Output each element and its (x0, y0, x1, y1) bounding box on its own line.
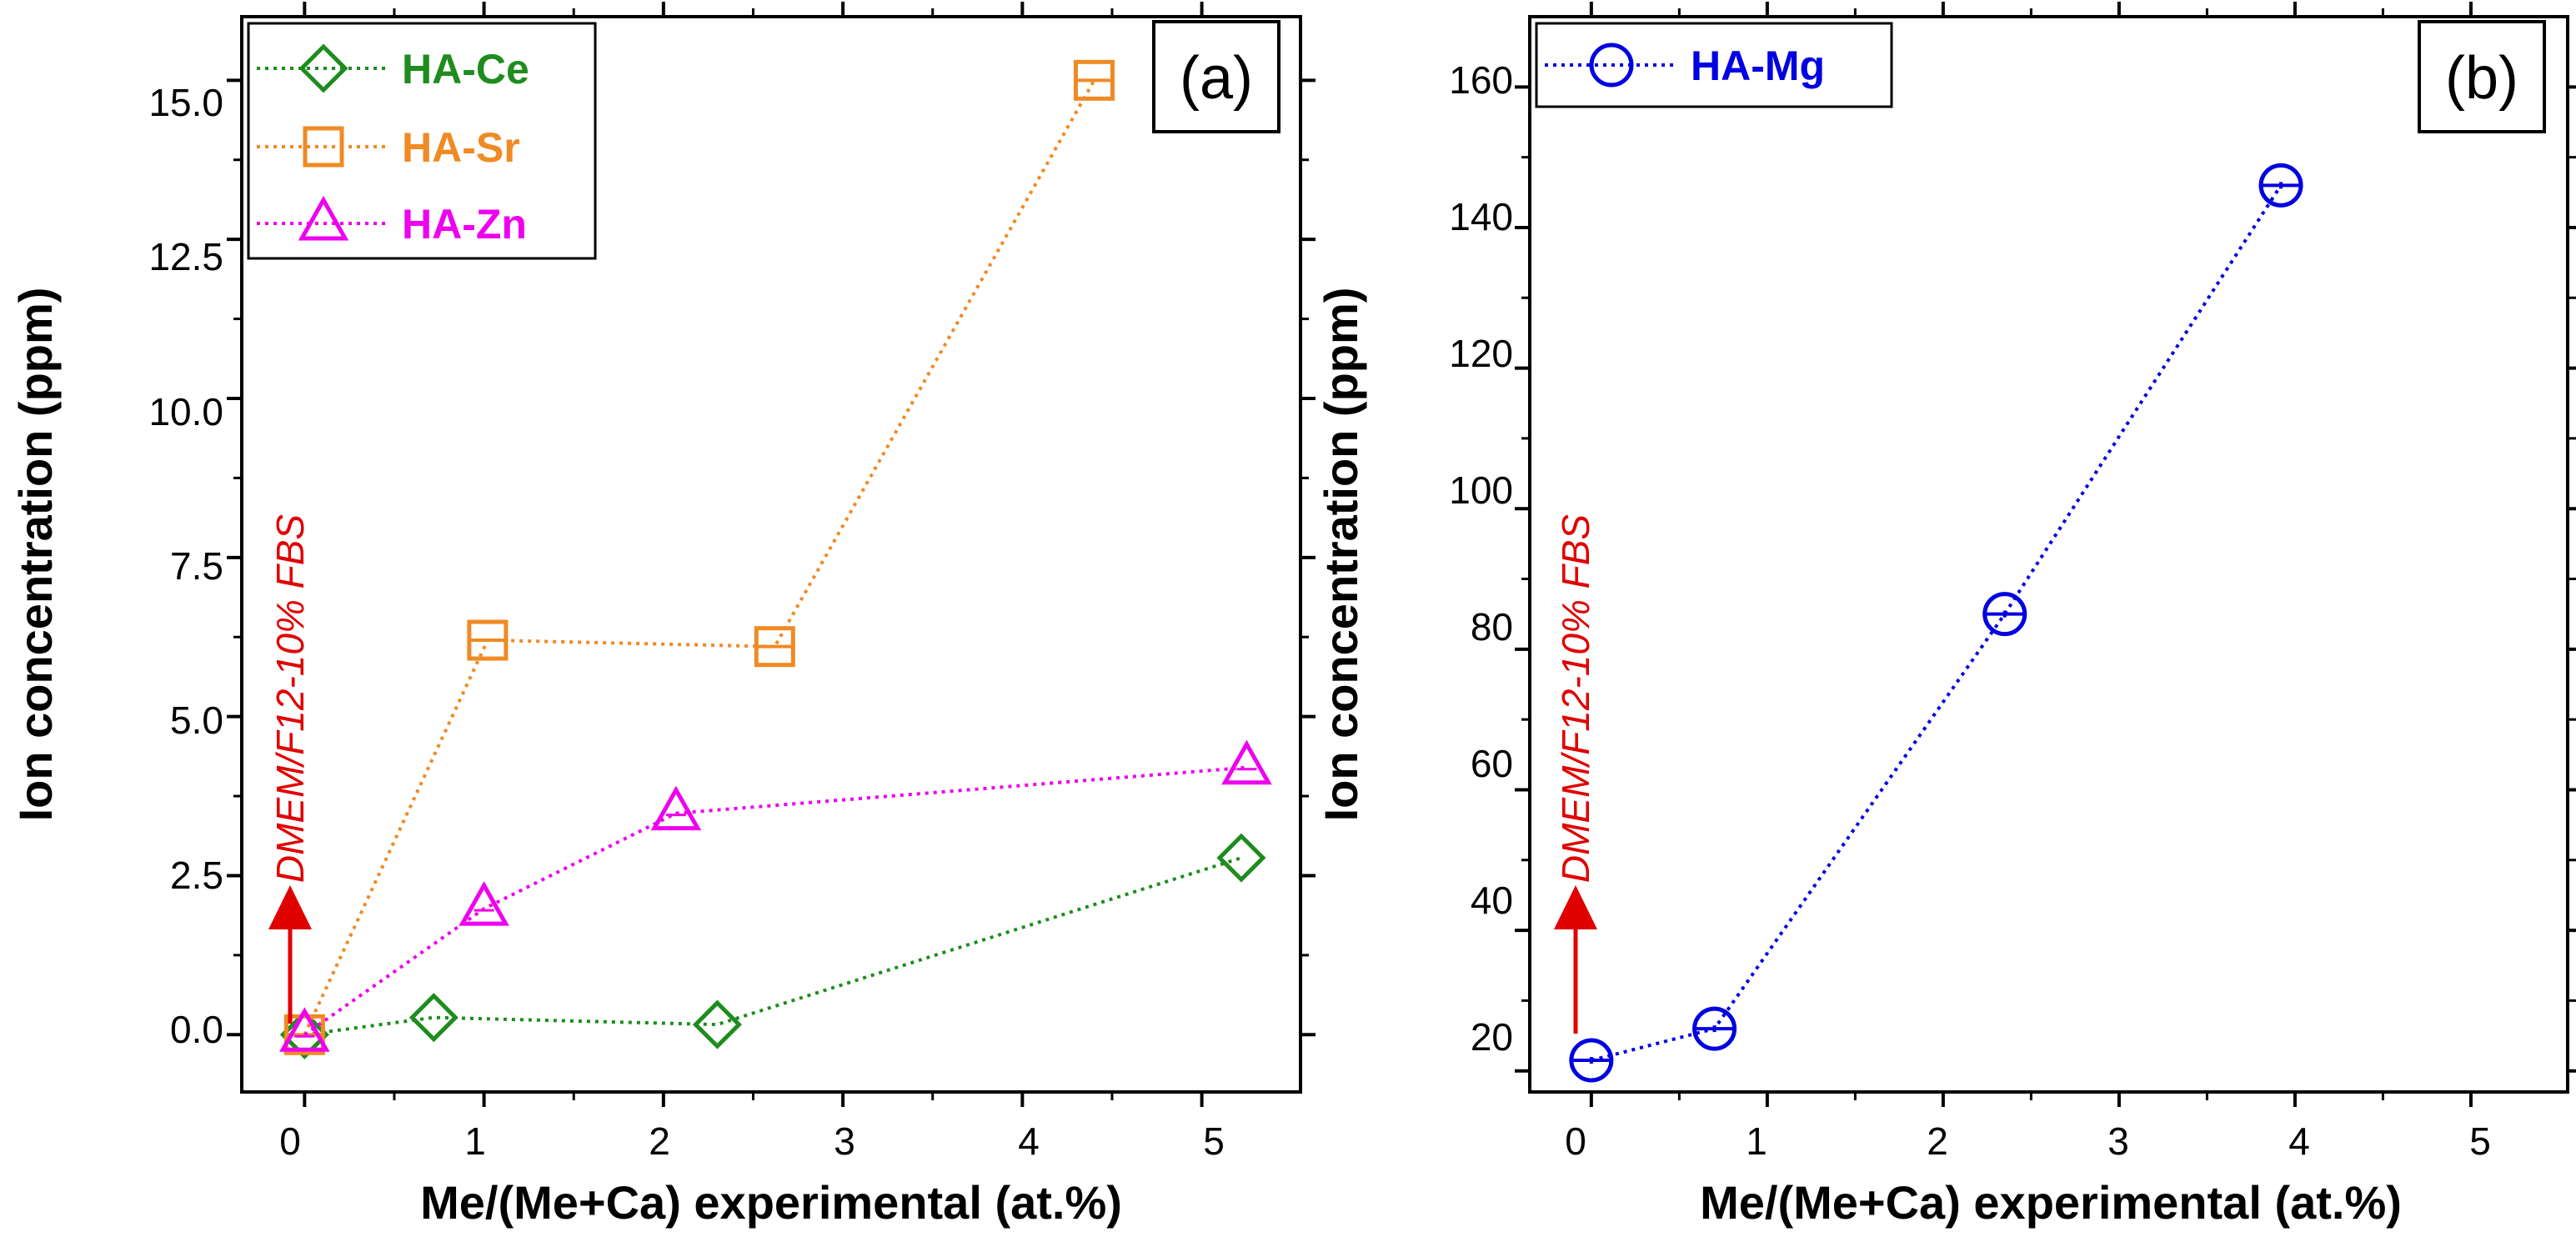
annotation-arrowhead (1554, 885, 1597, 929)
x-tick-label: 1 (464, 1119, 486, 1163)
x-tick-label: 5 (2469, 1119, 2491, 1163)
axis-ticks (227, 2, 1316, 1107)
y-axis-title: Ion concentration (ppm) (1315, 288, 1367, 822)
y-tick-label: 0.0 (170, 1008, 223, 1051)
data-point-ha-mg (1692, 1006, 1737, 1051)
x-tick-label: 5 (1203, 1119, 1225, 1163)
series-line-ha-zn (303, 765, 1247, 1036)
data-point-ha-ce (279, 1009, 329, 1059)
legend-label-ha-sr: HA-Sr (402, 124, 520, 171)
data-point-ha-zn (1221, 739, 1272, 785)
x-tick-label: 3 (834, 1119, 855, 1163)
panel-label-box (2418, 20, 2546, 133)
x-axis-title: Me/(Me+Ca) experimental (at.%) (420, 1176, 1122, 1229)
x-tick-label: 2 (649, 1119, 670, 1163)
y-tick-label: 40 (1471, 879, 1513, 922)
y-tick-label: 2.5 (170, 854, 223, 897)
annotation-text: DMEM/F12-10% FBS (268, 514, 312, 884)
data-point-ha-mg (1569, 1038, 1614, 1083)
legend: HA-Mg (1535, 22, 1893, 108)
panel-label-box (1152, 20, 1280, 133)
y-axis-title: Ion concentration (ppm) (9, 288, 62, 822)
x-axis-title: Me/(Me+Ca) experimental (at.%) (1700, 1176, 2402, 1229)
x-tick-label: 4 (1018, 1119, 1040, 1163)
data-point-ha-ce (692, 999, 742, 1049)
data-point-ha-zn (279, 1007, 330, 1052)
axis-ticks (1515, 2, 2576, 1107)
plot-frame (240, 15, 1302, 1094)
y-tick-label: 20 (1471, 1015, 1513, 1059)
panel-b: 0 1 2 3 4 5 20 40 60 80 100 120 140 160 … (1315, 2, 2576, 1229)
y-tick-label: 7.5 (170, 544, 223, 588)
legend: HA-Ce HA-Sr HA-Zn (247, 22, 597, 260)
data-point-ha-mg (1982, 592, 2027, 637)
y-tick-label: 60 (1471, 742, 1513, 785)
y-tick-label: 12.5 (148, 235, 223, 278)
legend-marker-ha-mg (1589, 43, 1634, 88)
legend-marker-ha-sr (303, 126, 344, 168)
legend-label-ha-mg: HA-Mg (1691, 43, 1825, 89)
y-tick-label: 120 (1449, 332, 1513, 375)
legend-marker-ha-zn (298, 195, 349, 241)
y-tick-label: 140 (1449, 195, 1513, 238)
legend-marker-ha-ce (298, 43, 348, 93)
y-tick-label: 80 (1471, 605, 1513, 649)
plot-frame (1528, 15, 2569, 1094)
data-point-ha-zn (650, 785, 702, 831)
medium-annotation: DMEM/F12-10% FBS (268, 514, 312, 1024)
medium-annotation: DMEM/F12-10% FBS (1554, 514, 1597, 1034)
x-tick-label: 0 (1565, 1119, 1586, 1163)
y-tick-label: 5.0 (170, 699, 223, 742)
series-line-ha-mg (1591, 184, 2283, 1063)
y-tick-label: 100 (1449, 468, 1513, 512)
annotation-text: DMEM/F12-10% FBS (1554, 514, 1597, 884)
panel-label: (a) (1180, 45, 1253, 112)
legend-label-ha-zn: HA-Zn (402, 201, 527, 248)
series-line-ha-sr (303, 79, 1096, 1036)
x-tick-label: 4 (2288, 1119, 2310, 1163)
x-tick-label: 1 (1746, 1119, 1767, 1163)
y-tick-label: 160 (1449, 58, 1513, 102)
series-layer (279, 59, 1272, 1059)
y-tick-label: 10.0 (148, 390, 223, 433)
series-layer (1569, 163, 2303, 1083)
data-point-ha-mg (2258, 163, 2303, 208)
panel-a: 0 1 2 3 4 5 0.0 2.5 5.0 7.5 10.0 12.5 15… (9, 2, 1316, 1229)
x-tick-label: 2 (1927, 1119, 1948, 1163)
data-point-ha-ce (1216, 833, 1266, 883)
data-point-ha-ce (408, 993, 459, 1043)
panel-label: (b) (2445, 45, 2518, 112)
legend-label-ha-ce: HA-Ce (402, 46, 529, 93)
y-tick-label: 15.0 (148, 81, 223, 124)
x-tick-label: 3 (2107, 1119, 2129, 1163)
x-tick-label: 0 (279, 1119, 301, 1163)
annotation-arrowhead (268, 885, 312, 929)
data-point-ha-zn (459, 881, 509, 926)
